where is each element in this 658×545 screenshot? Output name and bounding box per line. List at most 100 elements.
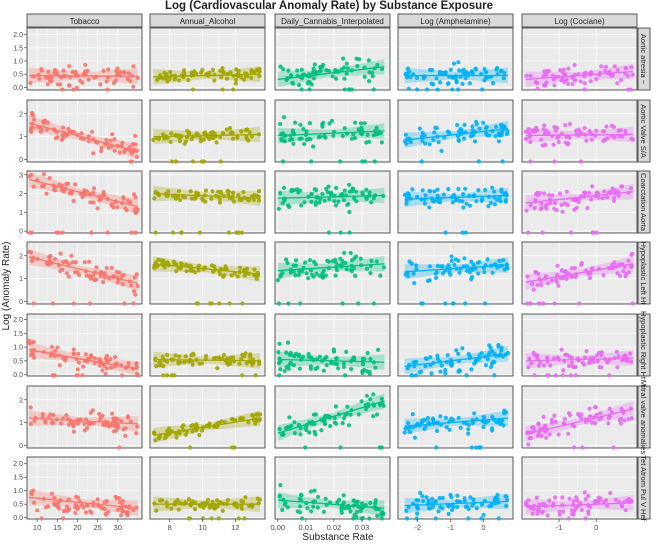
- data-point: [455, 493, 460, 498]
- data-point: [225, 76, 230, 81]
- data-point: [455, 134, 461, 139]
- data-point: [528, 159, 533, 164]
- data-point: [474, 199, 479, 204]
- data-point: [79, 503, 84, 508]
- data-point: [381, 265, 386, 270]
- data-point: [181, 194, 186, 199]
- data-point: [104, 498, 109, 504]
- data-point: [488, 200, 493, 205]
- data-point: [104, 423, 109, 428]
- data-point: [87, 259, 92, 264]
- data-point: [131, 84, 136, 89]
- data-point: [481, 414, 486, 419]
- data-point: [152, 431, 157, 436]
- data-point: [97, 198, 102, 203]
- data-point: [434, 428, 439, 433]
- data-point: [135, 424, 140, 429]
- data-point: [625, 73, 631, 78]
- data-point: [221, 352, 226, 358]
- data-point: [239, 230, 245, 235]
- data-point: [344, 71, 349, 76]
- data-point: [562, 416, 567, 421]
- facet-strip-3: [397, 13, 514, 28]
- y-tick-label: 0.5: [13, 502, 23, 509]
- panel-border: [397, 456, 514, 520]
- fit-line: [153, 417, 261, 437]
- panel-border: [397, 385, 514, 449]
- data-point: [280, 201, 285, 206]
- data-point: [118, 513, 124, 518]
- facet-panels: Tobacco Annual_Alcohol Daily_Cannabis_Inte…: [13, 13, 651, 532]
- data-point: [281, 67, 286, 72]
- data-point: [409, 373, 414, 378]
- data-point: [603, 137, 608, 142]
- data-point: [552, 413, 557, 418]
- row-strip-6: [637, 456, 651, 520]
- facet-panel-5-4: [521, 385, 638, 450]
- fit-line: [153, 73, 261, 78]
- data-point: [74, 270, 79, 275]
- data-point: [295, 509, 300, 514]
- y-tick-label: 2: [19, 397, 23, 404]
- data-point: [564, 77, 569, 82]
- data-point: [629, 252, 634, 257]
- data-point: [584, 138, 589, 143]
- panel-background: [275, 28, 390, 90]
- data-point: [52, 502, 57, 507]
- data-point: [526, 442, 531, 447]
- data-point: [35, 508, 40, 513]
- data-point: [328, 191, 333, 196]
- data-point: [456, 138, 461, 143]
- data-point: [378, 273, 383, 278]
- facet-panel-0-3: [397, 27, 514, 92]
- data-point: [312, 62, 317, 67]
- data-point: [52, 373, 57, 378]
- x-tick-label: 0: [481, 523, 485, 532]
- data-point: [229, 273, 234, 278]
- data-point: [39, 68, 44, 73]
- data-point: [532, 373, 537, 378]
- y-tick-label: 2.0: [13, 317, 23, 324]
- data-point: [41, 172, 47, 177]
- data-point: [45, 504, 51, 509]
- data-point: [618, 78, 624, 83]
- data-point: [72, 505, 78, 510]
- data-point: [276, 350, 281, 355]
- data-point: [614, 349, 619, 354]
- fit-line: [525, 502, 634, 508]
- data-point: [427, 205, 432, 210]
- x-tick-label: 0: [594, 523, 598, 532]
- data-point: [173, 501, 178, 506]
- data-point: [104, 265, 109, 271]
- data-point: [539, 201, 544, 206]
- data-point: [117, 150, 122, 155]
- data-point: [131, 301, 136, 306]
- data-point: [435, 187, 440, 192]
- facet-panel-6-4: [521, 456, 638, 521]
- panel-border: [397, 170, 514, 234]
- data-point: [177, 354, 182, 359]
- data-point: [31, 117, 37, 122]
- data-point: [246, 420, 251, 425]
- data-point: [434, 126, 439, 131]
- panel-border: [26, 385, 143, 449]
- data-point: [123, 433, 128, 438]
- data-point: [423, 364, 428, 369]
- data-point: [457, 368, 462, 373]
- data-point: [367, 190, 372, 195]
- data-point: [572, 445, 577, 450]
- data-point: [544, 69, 550, 74]
- data-point: [461, 205, 466, 210]
- data-point: [195, 301, 201, 306]
- data-point: [109, 265, 114, 271]
- data-point: [333, 273, 338, 278]
- fit-line: [277, 499, 385, 509]
- data-point: [73, 69, 78, 74]
- data-point: [84, 273, 89, 278]
- fit-line: [28, 349, 139, 370]
- data-point: [44, 261, 50, 266]
- data-point: [293, 258, 299, 263]
- data-point: [404, 516, 410, 521]
- data-point: [59, 187, 64, 192]
- data-point: [51, 412, 56, 418]
